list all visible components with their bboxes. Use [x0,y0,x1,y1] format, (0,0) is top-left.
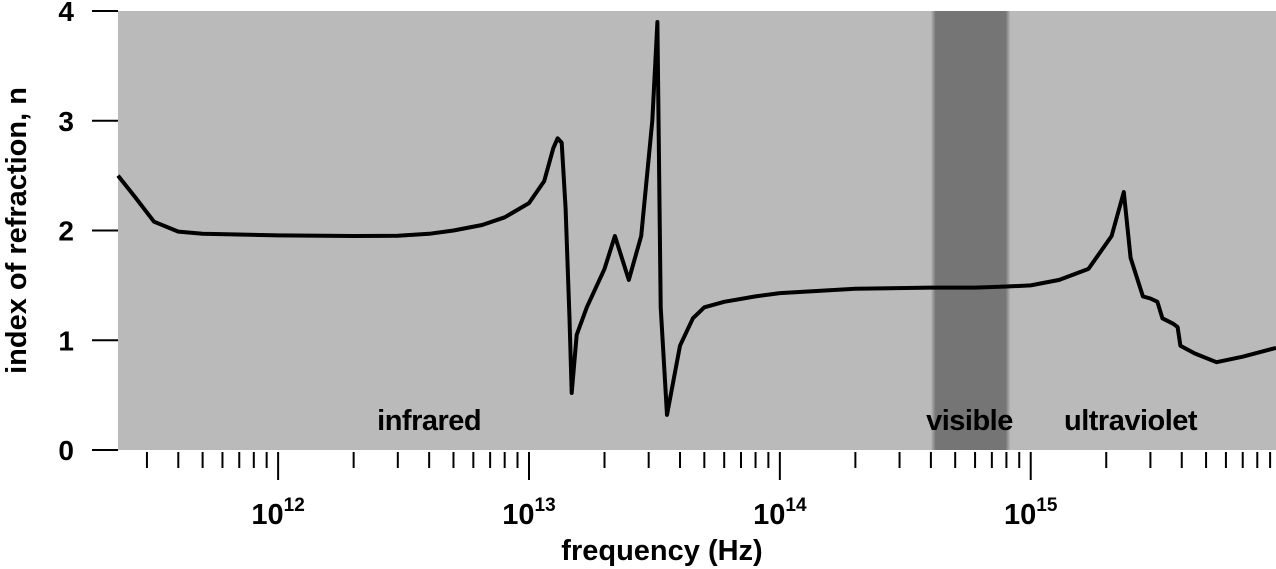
visible-band [930,11,1011,450]
region-label-infrared: infrared [377,405,481,437]
y-axis: 0 1 2 3 4 [58,0,118,466]
plot-background [118,11,1276,450]
y-tick-label: 1 [58,325,74,356]
region-label-ultraviolet: ultraviolet [1064,405,1198,437]
x-tick-label: 1015 [1004,495,1058,531]
x-axis: 1012 1013 1014 1015 [145,452,1272,531]
y-axis-title: index of refraction, n [1,87,33,374]
y-tick-label: 4 [58,0,74,27]
x-tick-label: 1014 [753,495,807,531]
region-label-visible: visible [926,405,1013,437]
series-line [116,20,1276,417]
y-tick-label: 2 [58,216,74,247]
y-tick-label: 0 [58,435,74,466]
x-tick-label: 1013 [502,495,555,531]
x-tick-label: 1012 [251,495,304,531]
x-axis-title: frequency (Hz) [561,535,762,567]
y-tick-label: 3 [58,106,74,137]
